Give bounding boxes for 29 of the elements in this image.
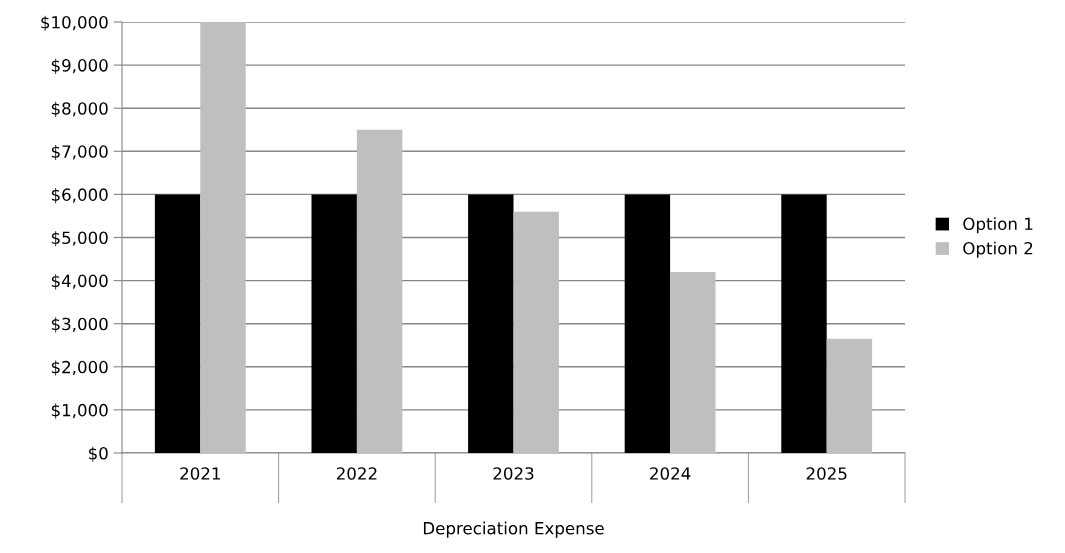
y-tick-label: $10,000 (41, 15, 108, 31)
bar (356, 129, 403, 453)
x-tick-label: 2021 (180, 467, 220, 480)
bar (200, 22, 246, 453)
y-tick-label: $0 (88, 446, 108, 462)
y-tick-label: $7,000 (51, 144, 108, 161)
y-tick-label: $3,000 (51, 317, 108, 333)
y-tick-label: $5,000 (51, 231, 108, 247)
bar (513, 211, 559, 453)
bar (311, 194, 357, 453)
legend-label: Option 2 (963, 241, 1033, 258)
x-tick-label: 2022 (336, 467, 377, 480)
y-tick-label: $9,000 (51, 58, 108, 74)
y-tick-label: $4,000 (51, 274, 108, 290)
legend-label: Option 1 (963, 217, 1033, 234)
bar (781, 194, 827, 453)
x-tick-label: 2025 (806, 467, 847, 480)
bar (468, 194, 514, 453)
x-tick-label: 2024 (650, 467, 691, 480)
y-tick-label: $6,000 (51, 188, 108, 204)
bar (624, 194, 671, 453)
x-tick-label: 2023 (493, 467, 534, 480)
y-tick-label: $2,000 (51, 360, 108, 376)
bar (154, 194, 201, 453)
bar (670, 271, 716, 453)
x-axis-title: Depreciation Expense (423, 521, 604, 538)
y-tick-label: $8,000 (51, 101, 108, 117)
y-tick-label: $1,000 (51, 403, 108, 419)
bar (826, 338, 873, 453)
